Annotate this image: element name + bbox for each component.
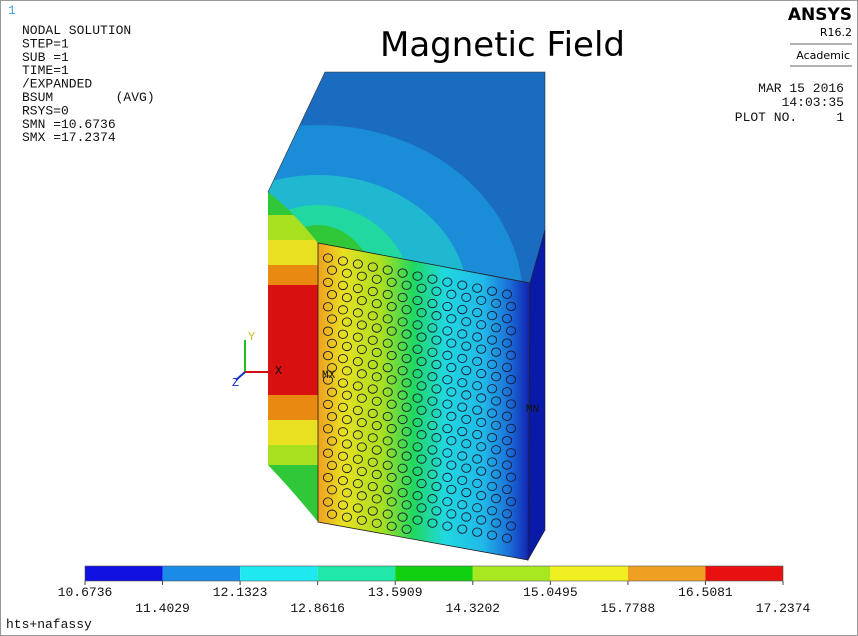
info-line: SMX =17.2374 bbox=[22, 130, 116, 145]
legend-label: 12.1323 bbox=[213, 585, 268, 600]
max-marker: MX bbox=[322, 370, 336, 382]
legend-swatch bbox=[628, 566, 706, 581]
legend-label: 12.8616 bbox=[290, 601, 345, 616]
legend-label: 11.4029 bbox=[135, 601, 190, 616]
axis-y-label: Y bbox=[248, 330, 255, 344]
legend-swatch bbox=[705, 566, 783, 581]
legend-swatch bbox=[550, 566, 628, 581]
legend-swatch bbox=[85, 566, 163, 581]
brand-license: Academic bbox=[796, 49, 850, 62]
legend-swatch bbox=[473, 566, 551, 581]
front-face bbox=[318, 243, 530, 560]
min-marker: MN bbox=[526, 404, 539, 416]
brand-name: ANSYS bbox=[788, 5, 852, 25]
axis-x-label: X bbox=[275, 364, 282, 378]
legend-label: 10.6736 bbox=[58, 585, 113, 600]
legend-swatch bbox=[163, 566, 241, 581]
brand-version: R16.2 bbox=[820, 26, 852, 39]
axis-z-label: Z bbox=[232, 376, 239, 390]
legend-label: 13.5909 bbox=[368, 585, 423, 600]
footer: hts+nafassy bbox=[6, 617, 92, 632]
legend-swatch bbox=[240, 566, 318, 581]
screen: Y X Z MX MN 1 NODAL SOLUTIONSTEP=1SUB =1… bbox=[0, 0, 858, 636]
window-id: 1 bbox=[8, 3, 16, 18]
plot-time: 14:03:35 bbox=[782, 95, 844, 110]
legend-label: 17.2374 bbox=[756, 601, 811, 616]
legend-label: 15.7788 bbox=[601, 601, 656, 616]
legend-label: 16.5081 bbox=[678, 585, 733, 600]
legend-swatch bbox=[318, 566, 396, 581]
legend-label: 15.0495 bbox=[523, 585, 578, 600]
legend-label: 14.3202 bbox=[445, 601, 500, 616]
legend-swatch bbox=[395, 566, 473, 581]
plot-date: MAR 15 2016 bbox=[758, 81, 844, 96]
plot-number: PLOT NO. 1 bbox=[735, 110, 844, 125]
plot-title: Magnetic Field bbox=[380, 25, 625, 65]
